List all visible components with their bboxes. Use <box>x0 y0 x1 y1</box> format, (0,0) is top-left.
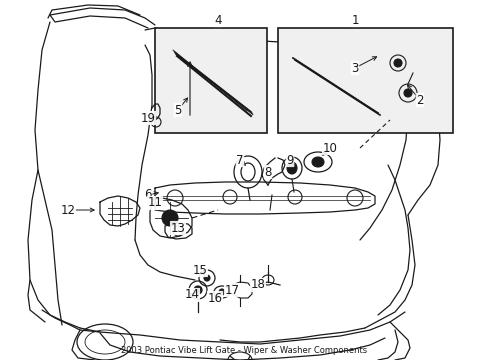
Circle shape <box>393 59 401 67</box>
Text: 10: 10 <box>322 141 337 154</box>
Text: 3: 3 <box>350 62 358 75</box>
Text: 14: 14 <box>184 288 199 302</box>
Circle shape <box>167 215 173 221</box>
Text: 6: 6 <box>144 189 151 202</box>
Text: 12: 12 <box>61 203 75 216</box>
Text: 2: 2 <box>415 94 423 107</box>
Text: 15: 15 <box>192 264 207 276</box>
Circle shape <box>194 286 202 294</box>
Circle shape <box>203 275 209 281</box>
Circle shape <box>162 210 178 226</box>
Text: 16: 16 <box>207 292 222 305</box>
Text: 4: 4 <box>214 13 221 27</box>
Bar <box>155 28 266 133</box>
Text: 2003 Pontiac Vibe Lift Gate - Wiper & Washer Components: 2003 Pontiac Vibe Lift Gate - Wiper & Wa… <box>121 346 367 355</box>
Text: 9: 9 <box>285 153 293 166</box>
Text: 7: 7 <box>236 153 243 166</box>
Ellipse shape <box>219 289 224 295</box>
Bar <box>278 28 452 133</box>
Text: 13: 13 <box>170 221 185 234</box>
Circle shape <box>403 89 411 97</box>
Text: 17: 17 <box>224 284 239 297</box>
Text: 5: 5 <box>174 104 182 117</box>
Ellipse shape <box>311 157 324 167</box>
Text: 19: 19 <box>140 112 155 125</box>
Text: 18: 18 <box>250 279 265 292</box>
Text: 8: 8 <box>264 166 271 179</box>
Text: 11: 11 <box>147 197 162 210</box>
Ellipse shape <box>286 162 296 174</box>
Text: 1: 1 <box>350 13 358 27</box>
